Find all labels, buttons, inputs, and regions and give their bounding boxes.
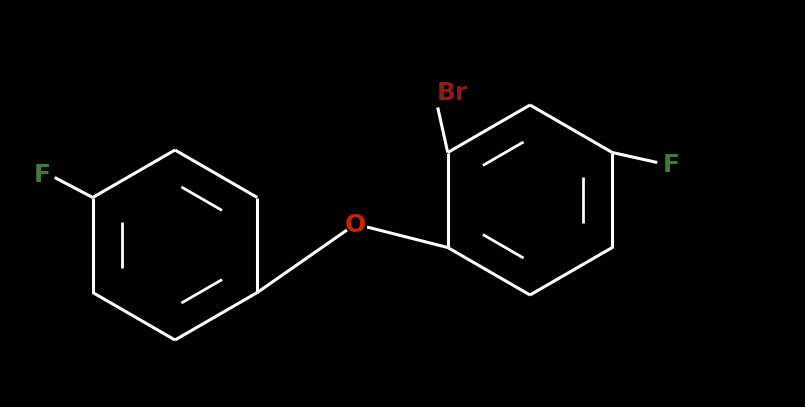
Text: Br: Br bbox=[437, 81, 469, 105]
Text: O: O bbox=[345, 213, 365, 237]
Text: F: F bbox=[663, 153, 679, 177]
Text: F: F bbox=[35, 164, 52, 188]
